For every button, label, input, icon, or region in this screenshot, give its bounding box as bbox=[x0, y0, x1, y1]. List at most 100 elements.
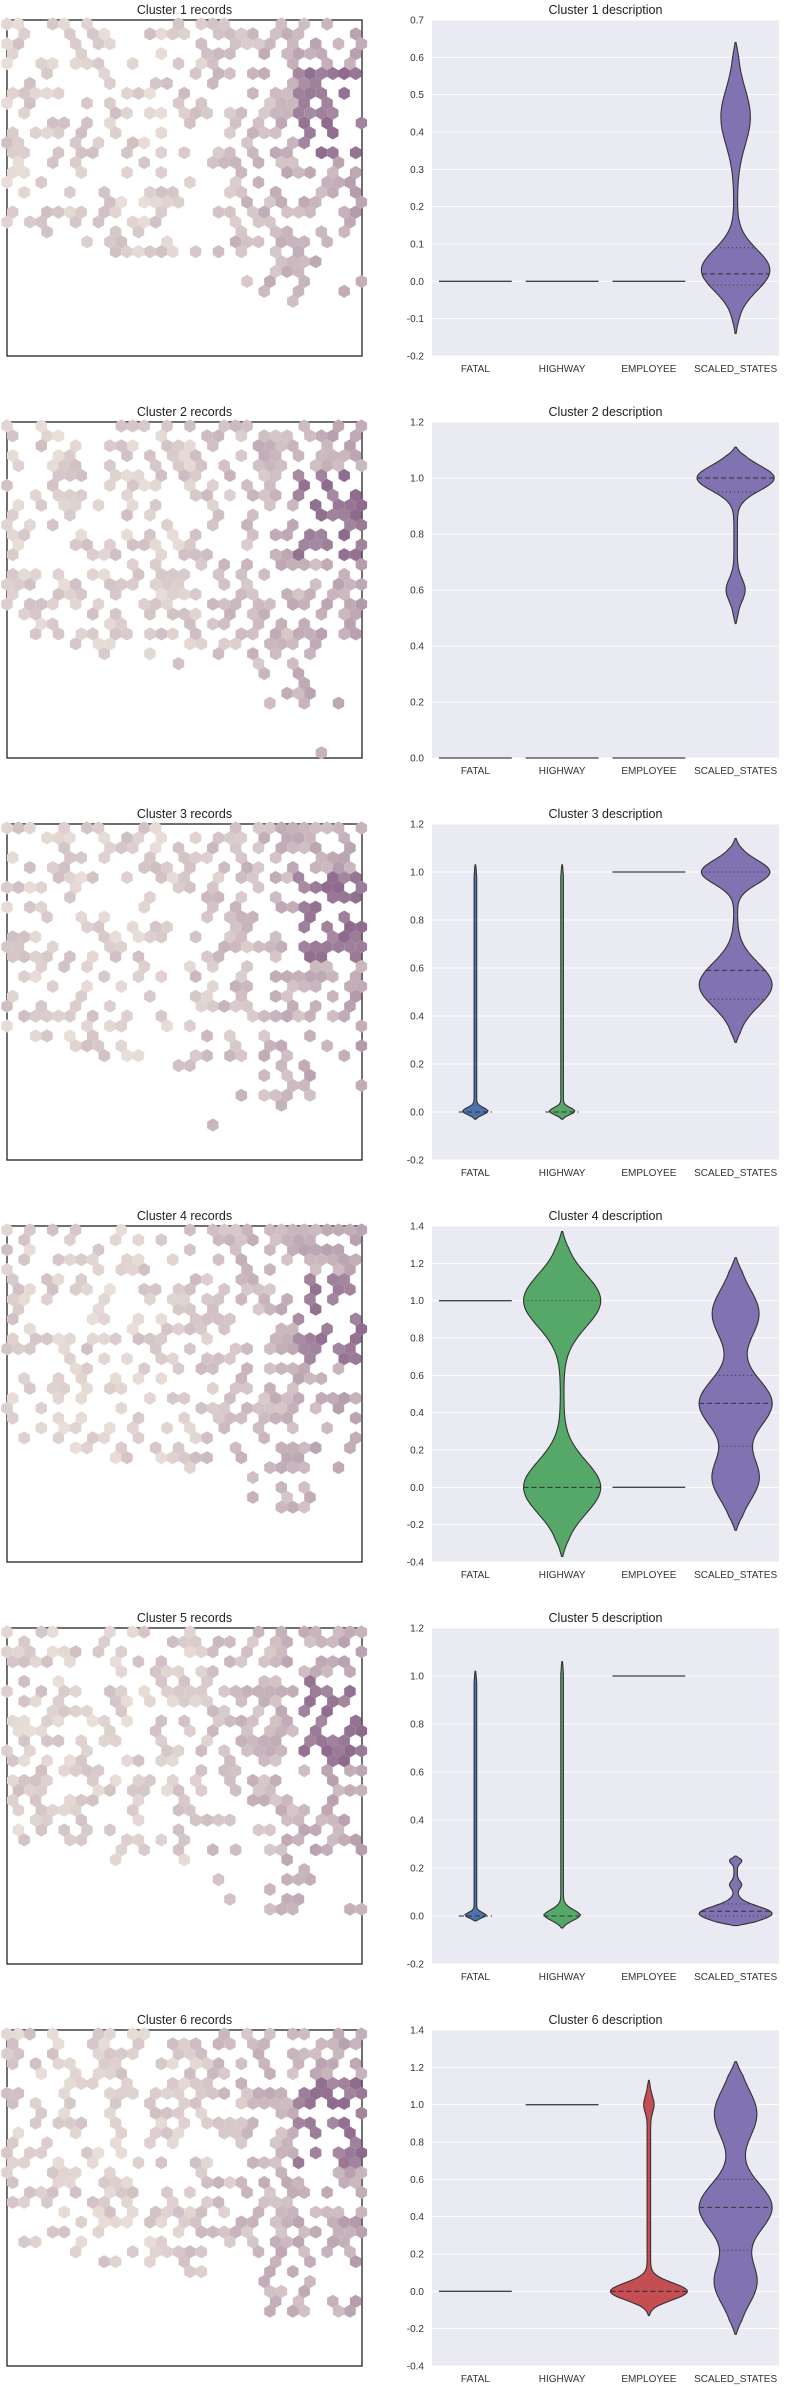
hex-bin bbox=[235, 930, 248, 944]
hex-bin bbox=[298, 2027, 310, 2041]
hex-bin bbox=[1, 577, 13, 591]
hex-bin bbox=[235, 1049, 248, 1063]
hex-bin bbox=[178, 1833, 190, 1847]
hex-bin bbox=[304, 831, 316, 845]
hex-bin bbox=[75, 1734, 87, 1748]
hex-bin bbox=[264, 940, 276, 954]
hex-bin bbox=[332, 2205, 345, 2219]
hex-bin bbox=[18, 1431, 30, 1445]
y-tick-label: 0.6 bbox=[410, 2175, 424, 2186]
hex-bin bbox=[207, 1118, 219, 1132]
hex-bin bbox=[132, 1233, 145, 1247]
hex-bin bbox=[104, 577, 116, 591]
hex-bin bbox=[75, 1754, 87, 1768]
hex-bin bbox=[81, 1823, 93, 1837]
hex-bin bbox=[144, 528, 156, 542]
hex-bin bbox=[184, 637, 196, 651]
hex-bin bbox=[287, 1441, 299, 1455]
hex-bin bbox=[287, 518, 299, 532]
hex-bin bbox=[338, 2037, 350, 2051]
hex-bin bbox=[69, 1362, 82, 1376]
x-tick-label: HIGHWAY bbox=[539, 1168, 586, 1179]
hex-bin bbox=[269, 890, 282, 904]
hex-bin bbox=[241, 419, 253, 433]
hex-bin bbox=[161, 2205, 173, 2219]
hex-bin bbox=[309, 880, 322, 894]
hex-bin bbox=[35, 1783, 47, 1797]
hex-bin bbox=[1, 96, 13, 110]
hex-bin bbox=[344, 940, 356, 954]
hex-bin bbox=[92, 1764, 105, 1778]
hex-bin bbox=[218, 17, 230, 31]
hex-bin bbox=[281, 1292, 293, 1306]
hex-bin bbox=[69, 1282, 82, 1296]
hex-bin bbox=[1, 2146, 13, 2160]
hex-bin bbox=[178, 587, 190, 601]
hex-bin bbox=[178, 870, 190, 885]
hex-bin bbox=[349, 66, 362, 81]
hex-bin bbox=[29, 488, 42, 502]
hex-bin bbox=[292, 2116, 305, 2130]
hex-bin bbox=[264, 498, 276, 512]
hex-bin bbox=[98, 27, 110, 41]
hex-bin bbox=[349, 449, 362, 463]
hex-bin bbox=[292, 627, 305, 641]
hex-bin bbox=[172, 1823, 185, 1837]
hex-bin bbox=[1, 1684, 13, 1698]
hex-bin bbox=[218, 1223, 230, 1237]
hex-bin bbox=[338, 284, 350, 298]
hex-bin bbox=[7, 851, 19, 865]
hex-bin bbox=[138, 478, 150, 492]
hex-bin bbox=[292, 2235, 305, 2249]
hex-bin bbox=[281, 1332, 293, 1346]
hex-bin bbox=[338, 1272, 350, 1287]
hex-bin bbox=[269, 264, 282, 279]
hex-bin bbox=[338, 870, 350, 885]
hex-bin bbox=[264, 1882, 276, 1896]
hex-bin bbox=[207, 597, 219, 611]
hex-bin bbox=[201, 548, 213, 562]
hex-bin bbox=[1, 821, 13, 835]
hex-bin bbox=[269, 2255, 282, 2269]
hex-bin bbox=[195, 2086, 208, 2100]
hex-bin bbox=[332, 419, 345, 433]
hex-bin bbox=[321, 1322, 333, 1336]
hex-bin bbox=[52, 2116, 65, 2130]
hex-bin bbox=[269, 1332, 282, 1346]
hex-bin bbox=[229, 2126, 242, 2140]
hex-bin bbox=[298, 136, 310, 150]
hex-bin bbox=[247, 1714, 259, 1728]
y-tick-label: 1.0 bbox=[410, 1672, 424, 1683]
hex-bin bbox=[167, 1292, 179, 1306]
hex-bin bbox=[281, 1233, 293, 1247]
hex-bin bbox=[58, 1684, 70, 1698]
violin-title: Cluster 2 description bbox=[549, 405, 663, 419]
hex-bin bbox=[355, 597, 368, 611]
hex-bin bbox=[321, 1764, 333, 1778]
hex-bin bbox=[224, 468, 236, 483]
hex-bin bbox=[41, 1292, 53, 1306]
hex-bin bbox=[12, 1282, 25, 1296]
hex-bin bbox=[127, 1803, 139, 1817]
hex-bin bbox=[18, 950, 30, 964]
hex-bin bbox=[349, 1253, 362, 1267]
hex-bin bbox=[269, 1674, 282, 1689]
hex-bin bbox=[144, 1694, 156, 1708]
hex-bin bbox=[1, 1243, 13, 1257]
hex-bin bbox=[155, 1009, 167, 1023]
hex-bin bbox=[81, 1764, 93, 1778]
hex-bin bbox=[155, 567, 167, 582]
hex-bin bbox=[81, 979, 93, 993]
hex-bin bbox=[252, 175, 265, 189]
hex-bin bbox=[35, 900, 47, 914]
hex-bin bbox=[7, 1312, 19, 1326]
hex-bin bbox=[344, 215, 356, 229]
hex-bin bbox=[138, 538, 150, 552]
hex-bin bbox=[338, 205, 350, 219]
hex-bin bbox=[178, 468, 190, 483]
hex-bin bbox=[292, 548, 305, 562]
hex-bin bbox=[92, 1645, 105, 1659]
hex-bin bbox=[104, 2106, 116, 2120]
hex-bin bbox=[315, 851, 328, 865]
hex-bin bbox=[281, 1049, 293, 1063]
